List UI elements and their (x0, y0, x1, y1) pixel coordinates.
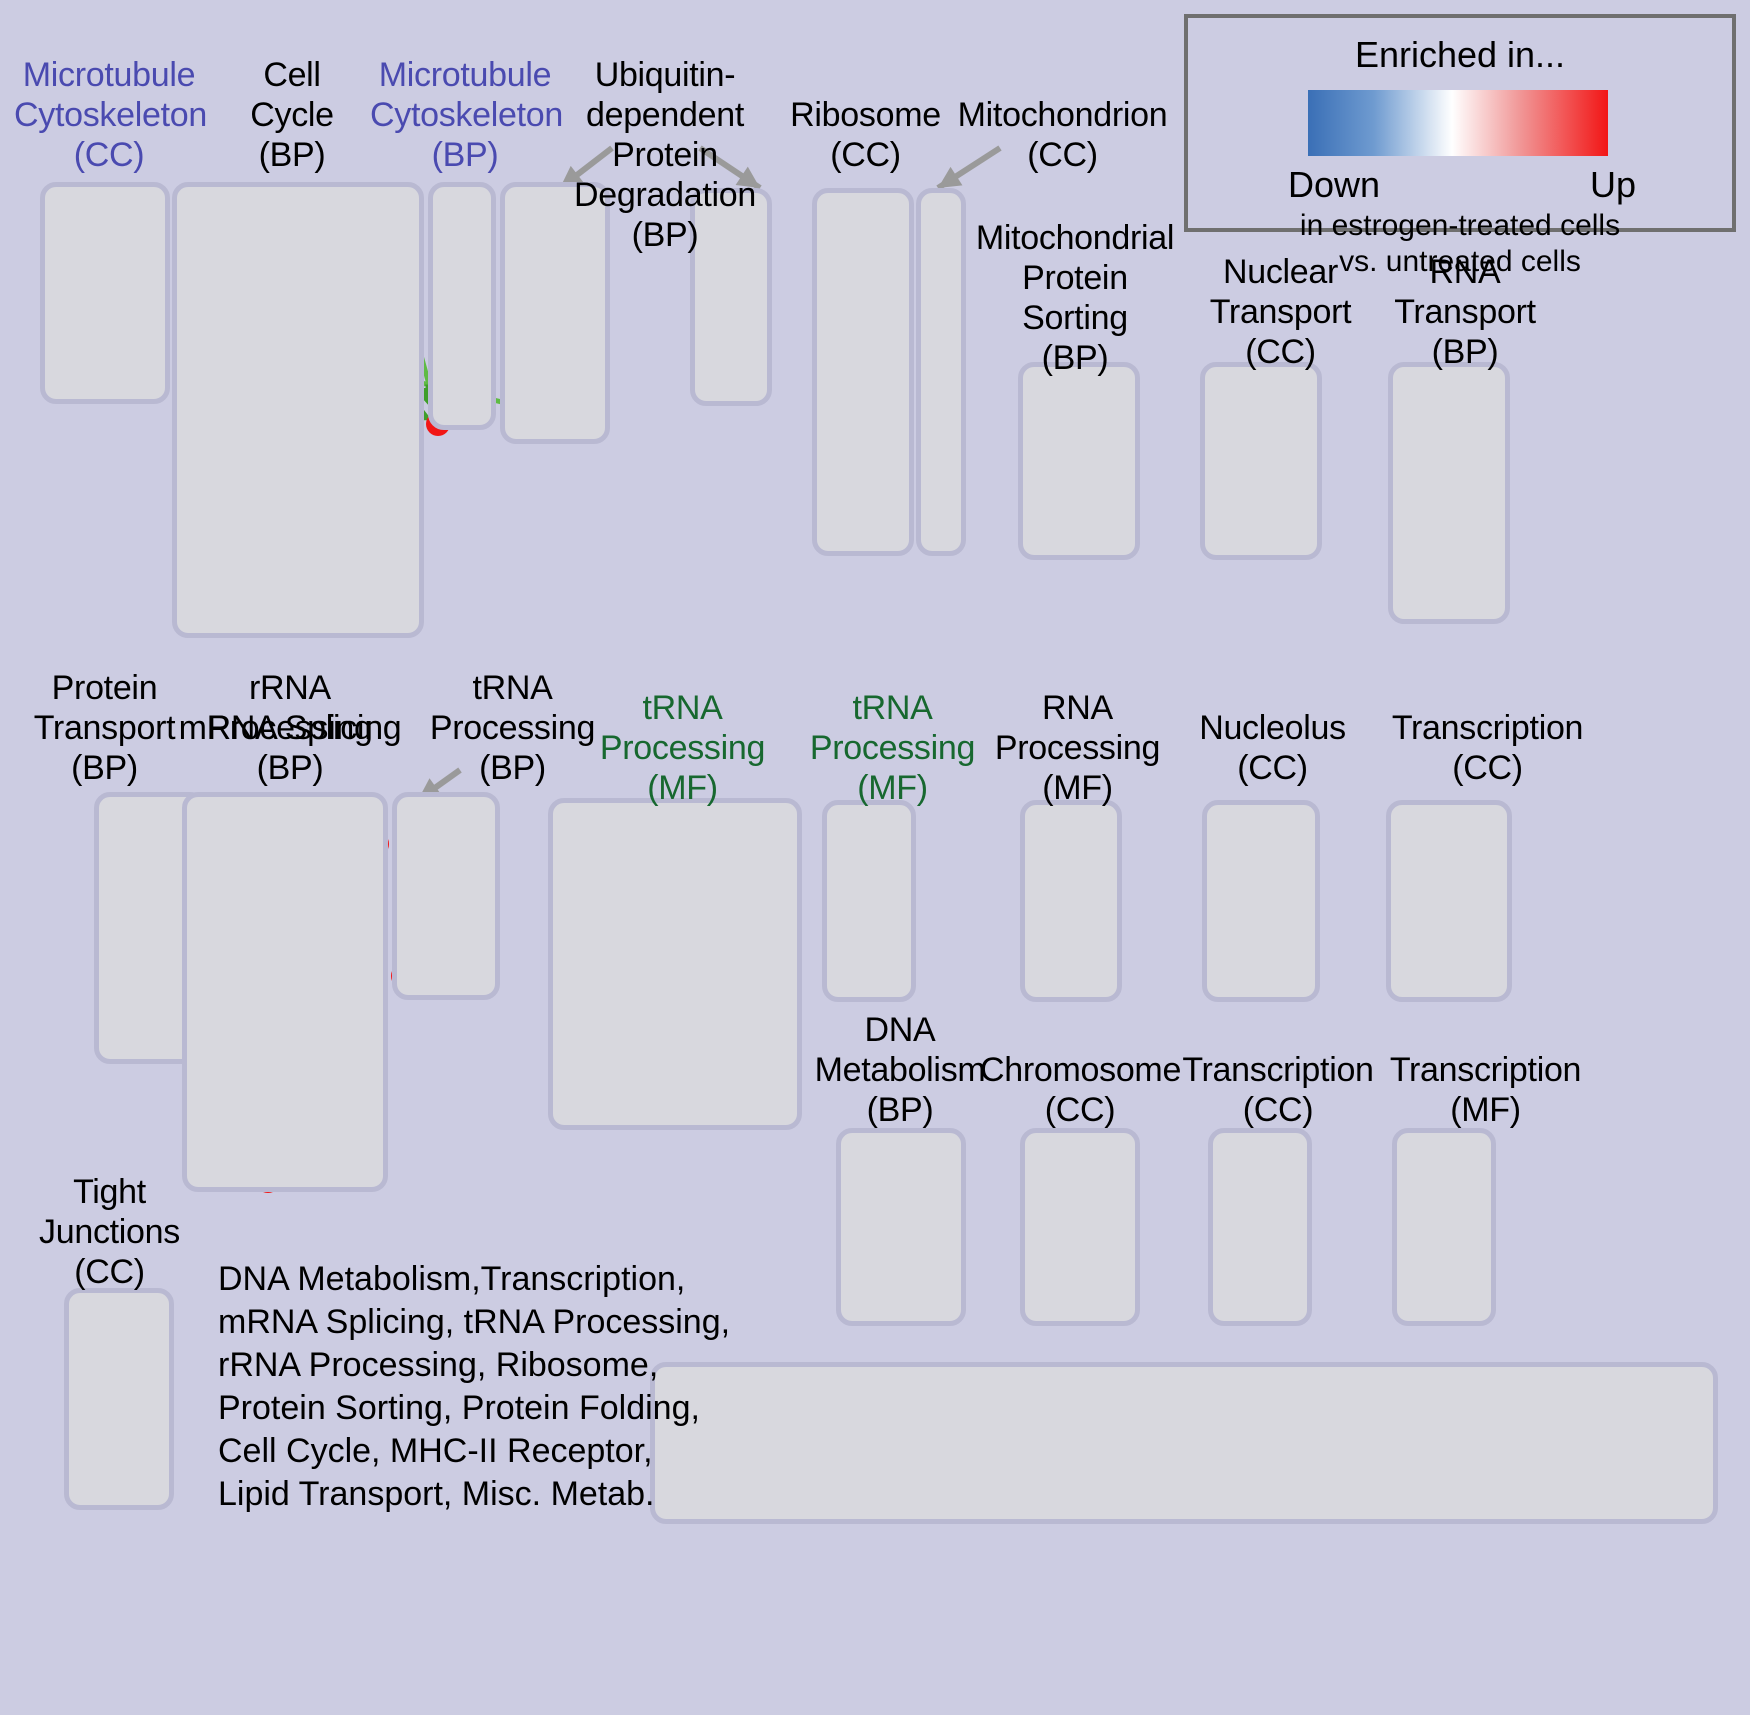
panel-transcription-mf (1392, 1128, 1496, 1326)
cluster-label-rna-processing-mf: RNA Processing (MF) (994, 689, 1161, 807)
panel-trna-mf-1 (548, 798, 802, 1130)
panel-transcription-cc-2 (1208, 1128, 1312, 1326)
panel-microtubule-bp (428, 182, 496, 430)
legend-down-label: Down (1288, 164, 1381, 205)
cluster-label-mitochondrion-cc: Mitochondrion (CC) (957, 96, 1168, 174)
panel-dna-metabolism (836, 1128, 966, 1326)
panel-nucleolus (1202, 800, 1320, 1002)
panel-ubiquitin-chain (690, 188, 772, 406)
panel-trna-bp (392, 792, 500, 1000)
panel-chromosome (1020, 1128, 1140, 1326)
panel-nuclear-transport (1200, 362, 1322, 560)
cluster-label-microtubule-cc: Microtubule Cytoskeleton (CC) (14, 56, 207, 174)
legend-title: Enriched in... (1354, 34, 1566, 75)
panel-ubiquitin-bp (500, 182, 610, 444)
cluster-label-chromosome-cc: Chromosome (CC) (980, 1051, 1182, 1129)
cluster-label-cell-cycle-bp: Cell Cycle (BP) (250, 56, 334, 174)
panel-mitochondrion-cc (916, 188, 966, 556)
panel-bottom-strip (650, 1362, 1718, 1524)
panel-mrna-splicing (182, 792, 388, 1192)
cluster-label-nuclear-transport-cc: Nuclear Transport (CC) (1209, 253, 1352, 371)
cluster-label-transcription-cc-2: Transcription (CC) (1182, 1051, 1374, 1129)
cluster-label-trna-processing-bp: tRNA Processing (BP) (429, 669, 596, 787)
arrow-to-ribosome-head (735, 166, 760, 188)
legend-up-label: Up (1589, 164, 1636, 205)
category-list-caption: DNA Metabolism,Transcription, mRNA Splic… (218, 1260, 731, 1513)
panel-rna-transport (1388, 362, 1510, 624)
cluster-label-dna-metabolism-bp: DNA Metabolism (BP) (814, 1011, 986, 1129)
cluster-label-transcription-cc-1: Transcription (CC) (1391, 709, 1584, 787)
panel-mito-sorting (1018, 362, 1140, 560)
panel-microtubule-cc (40, 182, 170, 404)
cluster-label-transcription-mf: Transcription (MF) (1389, 1051, 1582, 1129)
cluster-label-nucleolus-cc: Nucleolus (CC) (1199, 709, 1346, 787)
panel-trna-mf-2 (822, 800, 916, 1002)
legend-color-bar (1308, 90, 1608, 156)
cluster-label-mito-protein-sorting-bp: Mitochondrial Protein Sorting (BP) (975, 219, 1175, 377)
cluster-label-mrna-splicing-bp: mRNA Splicing (BP) (178, 709, 402, 787)
panel-ribosome-cc (812, 188, 914, 556)
panel-cell-cycle-bp (172, 182, 424, 638)
panel-transcription-cc-1 (1386, 800, 1512, 1002)
cluster-label-trna-processing-mf-1: tRNA Processing (MF) (599, 689, 766, 807)
legend-box: Enriched in... Down Up in estrogen-treat… (1184, 14, 1736, 278)
cluster-label-ubiquitin-bp: Ubiquitin- dependent Protein Degradation… (574, 56, 756, 254)
panel-rna-processing-mf (1020, 800, 1122, 1002)
legend-subtitle: in estrogen-treated cells vs. untreated … (1299, 209, 1621, 278)
cluster-label-rna-transport-bp: RNA Transport (BP) (1394, 253, 1536, 371)
cluster-label-tight-junctions-cc: Tight Junctions (CC) (39, 1173, 180, 1291)
arrow-to-mitochondrion-head (938, 166, 963, 188)
cluster-label-protein-transport-bp: Protein Transport (BP) (33, 669, 176, 787)
cluster-label-microtubule-bp: Microtubule Cytoskeleton (BP) (370, 56, 563, 174)
cluster-label-trna-processing-mf-2: tRNA Processing (MF) (809, 689, 976, 807)
cluster-label-rrna-processing: rRNA Processing (207, 669, 373, 747)
cluster-label-ribosome-cc: Ribosome (CC) (790, 96, 941, 174)
panel-tight-junctions (64, 1288, 174, 1510)
